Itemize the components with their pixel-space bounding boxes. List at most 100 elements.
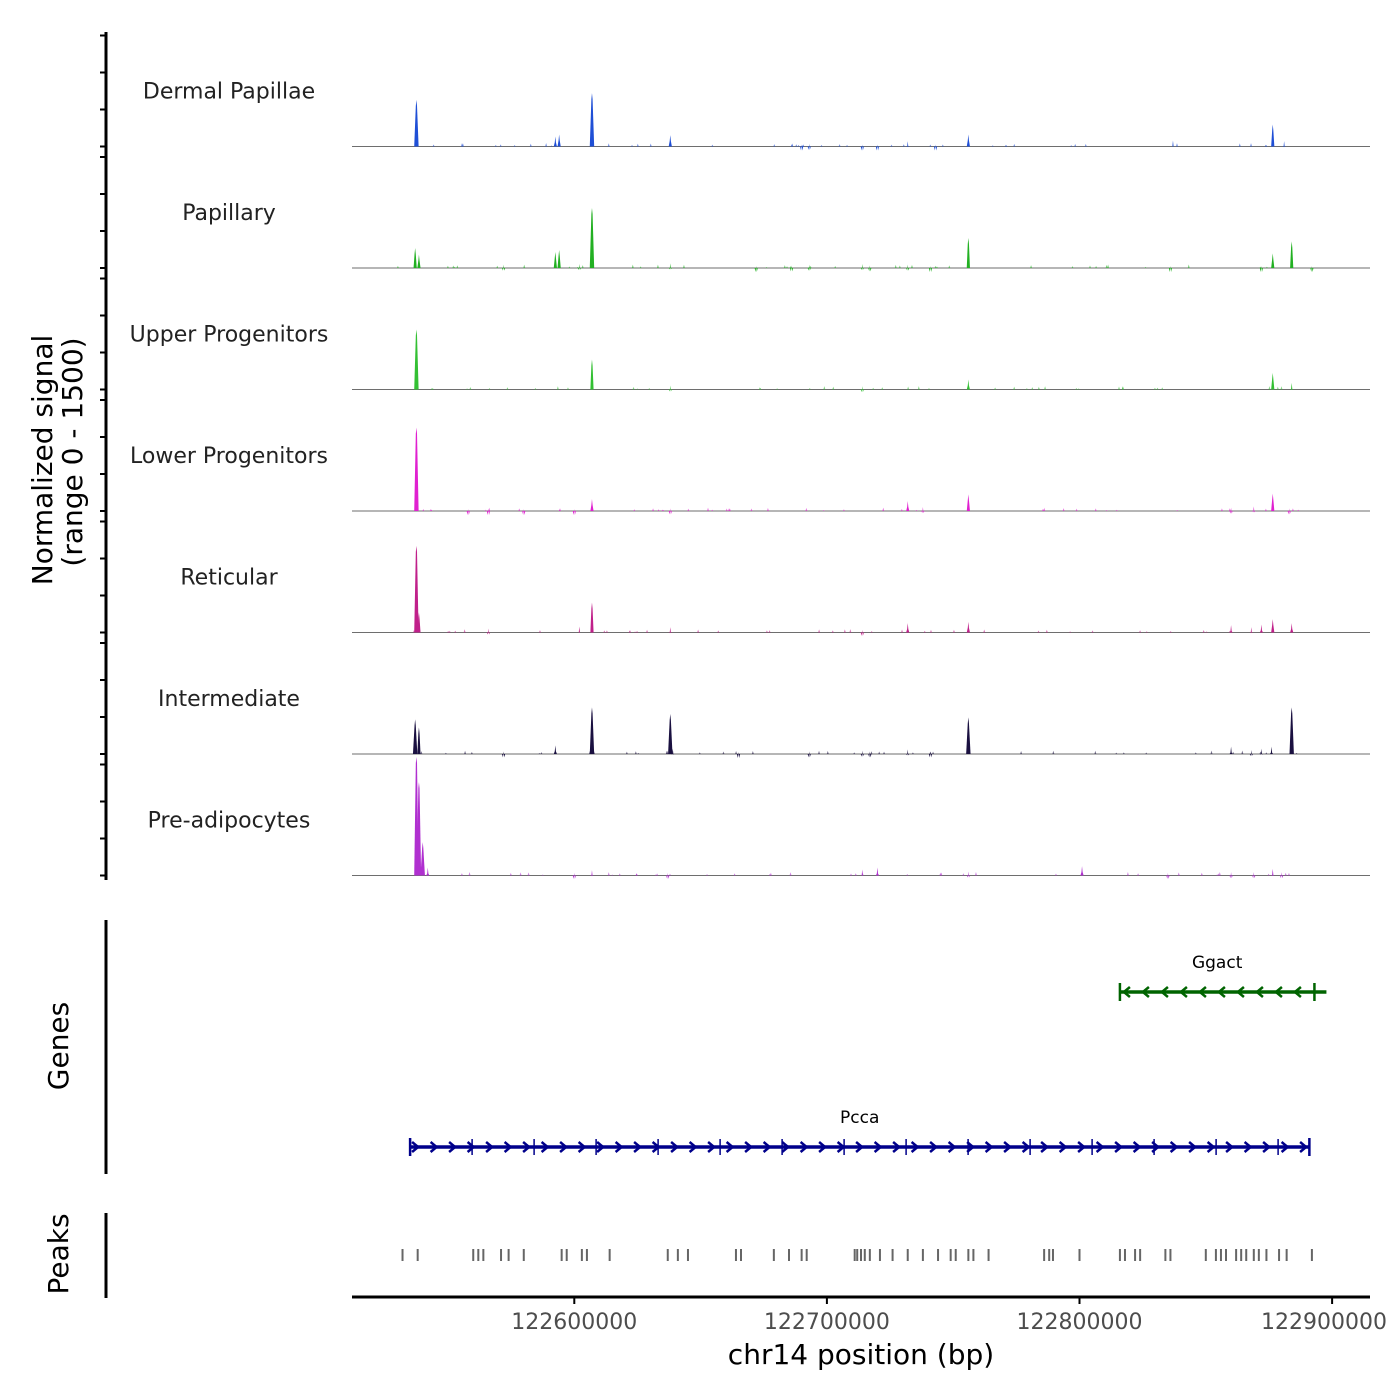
noise-bump bbox=[657, 509, 660, 511]
noise-bump bbox=[519, 872, 522, 876]
signal-peak bbox=[466, 509, 470, 515]
strand-arrow bbox=[744, 1141, 754, 1153]
track-papillary: Papillary bbox=[182, 201, 1370, 272]
noise-bump bbox=[906, 873, 909, 876]
noise-bump bbox=[832, 386, 835, 390]
signal-peak bbox=[589, 93, 595, 147]
noise-bump bbox=[948, 265, 951, 268]
noise-bump bbox=[1187, 264, 1190, 268]
signal-peak bbox=[557, 134, 561, 147]
noise-bump bbox=[1105, 509, 1108, 511]
strand-arrow bbox=[1132, 1141, 1142, 1153]
noise-bump bbox=[1145, 752, 1148, 754]
noise-bump bbox=[915, 509, 918, 511]
noise-bump bbox=[907, 386, 910, 390]
strand-arrow bbox=[873, 1141, 883, 1153]
noise-bump bbox=[1202, 629, 1205, 633]
noise-bump bbox=[805, 507, 808, 511]
noise-bump bbox=[396, 265, 399, 268]
noise-bump bbox=[682, 264, 685, 268]
signal-peak bbox=[860, 869, 864, 876]
noise-bump bbox=[872, 387, 875, 390]
signal-peak bbox=[1229, 872, 1233, 879]
noise-bump bbox=[420, 751, 423, 754]
strand-arrow bbox=[1292, 986, 1302, 998]
signal-peak bbox=[668, 714, 673, 754]
signal-peak bbox=[921, 507, 925, 513]
noise-bump bbox=[750, 508, 753, 511]
noise-bump bbox=[523, 264, 526, 268]
noise-bump bbox=[509, 872, 512, 876]
noise-bump bbox=[618, 873, 621, 876]
noise-bump bbox=[1030, 265, 1033, 268]
signal-peak bbox=[553, 136, 557, 147]
signal-peak bbox=[1282, 141, 1286, 148]
noise-bump bbox=[870, 630, 873, 633]
noise-bump bbox=[952, 629, 955, 633]
noise-bump bbox=[768, 873, 771, 876]
signal-peak bbox=[868, 751, 872, 758]
signal-peak bbox=[1290, 382, 1294, 390]
noise-bump bbox=[786, 266, 789, 268]
signal-peak bbox=[1269, 746, 1274, 754]
strand-arrow bbox=[1216, 986, 1226, 998]
noise-bump bbox=[768, 630, 771, 633]
noise-bump bbox=[766, 507, 769, 511]
strand-arrow bbox=[1114, 1141, 1124, 1153]
noise-bump bbox=[838, 144, 841, 147]
noise-bump bbox=[878, 751, 881, 754]
noise-bump bbox=[461, 143, 464, 147]
noise-bump bbox=[809, 265, 812, 268]
gene-ggact: Ggact bbox=[1118, 953, 1327, 1001]
noise-bump bbox=[513, 144, 516, 147]
signal-peak bbox=[557, 250, 561, 268]
noise-bump bbox=[646, 629, 649, 633]
noise-bump bbox=[550, 145, 553, 147]
noise-bump bbox=[727, 508, 730, 511]
strand-arrow bbox=[1040, 1141, 1050, 1153]
noise-bump bbox=[556, 386, 559, 390]
noise-bump bbox=[581, 265, 584, 268]
strand-arrow bbox=[577, 1141, 587, 1153]
strand-arrow bbox=[1254, 986, 1264, 998]
noise-bump bbox=[834, 265, 837, 268]
signal-peak bbox=[928, 751, 933, 758]
track-label: Lower Progenitors bbox=[130, 444, 328, 469]
signal-peak bbox=[1168, 266, 1173, 272]
signal-peak bbox=[668, 508, 672, 515]
noise-bump bbox=[488, 507, 491, 511]
noise-bump bbox=[656, 873, 659, 876]
strand-arrow bbox=[781, 1141, 791, 1153]
noise-bump bbox=[849, 629, 852, 633]
noise-bump bbox=[1284, 872, 1287, 876]
noise-bump bbox=[631, 264, 634, 268]
noise-bump bbox=[932, 751, 935, 754]
signal-peak bbox=[589, 208, 595, 268]
noise-bump bbox=[923, 630, 926, 633]
signal-peak bbox=[668, 385, 672, 392]
noise-bump bbox=[488, 387, 491, 390]
noise-bump bbox=[711, 144, 714, 147]
signal-peak bbox=[1229, 625, 1233, 633]
signal-peak bbox=[1259, 748, 1263, 755]
noise-bump bbox=[625, 751, 628, 754]
strand-arrow bbox=[614, 1141, 624, 1153]
signal-peak bbox=[553, 745, 557, 754]
signal-peak bbox=[906, 264, 910, 271]
signal-peak bbox=[1271, 619, 1275, 633]
noise-bump bbox=[983, 629, 986, 633]
track-label: Dermal Papillae bbox=[143, 80, 315, 105]
track-label: Papillary bbox=[182, 201, 276, 226]
gene-label: Pcca bbox=[840, 1108, 879, 1128]
strand-arrow bbox=[1206, 1141, 1216, 1153]
noise-bump bbox=[463, 629, 466, 633]
noise-bump bbox=[791, 143, 794, 147]
noise-bump bbox=[444, 752, 447, 754]
noise-bump bbox=[506, 387, 509, 390]
noise-bump bbox=[843, 629, 846, 633]
noise-bump bbox=[1084, 143, 1087, 147]
noise-bump bbox=[733, 873, 736, 876]
signal-peak bbox=[1252, 506, 1256, 513]
signal-peak bbox=[906, 623, 910, 633]
noise-bump bbox=[1074, 143, 1077, 147]
